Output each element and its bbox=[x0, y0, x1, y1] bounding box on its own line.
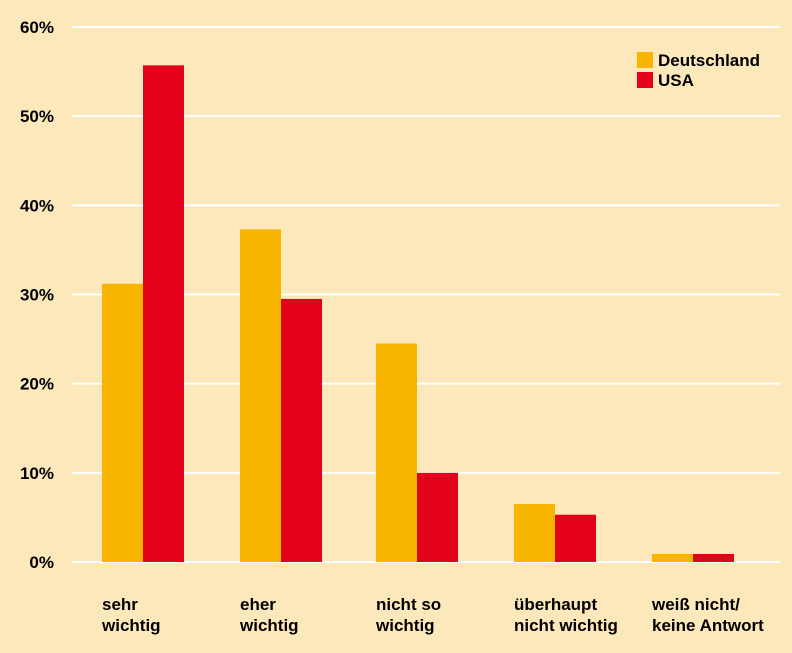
category-label-line: wichtig bbox=[101, 616, 161, 635]
x-axis-category-labels: sehr wichtig eher wichtig nicht so wichtig übe… bbox=[101, 595, 764, 635]
category-label-line: nicht wichtig bbox=[514, 616, 618, 635]
bar-usa-2 bbox=[417, 472, 458, 562]
legend-label-usa: USA bbox=[658, 71, 694, 90]
legend-swatch-usa bbox=[637, 72, 653, 88]
category-label-line: keine Antwort bbox=[652, 616, 764, 635]
category-label: überhaupt nicht wichtig bbox=[514, 595, 618, 635]
bar-usa-3 bbox=[555, 514, 596, 562]
category-label-line: nicht so bbox=[376, 595, 441, 614]
y-tick-label: 0% bbox=[29, 553, 54, 572]
bar-deutschland-3 bbox=[514, 504, 555, 562]
category-label-line: wichtig bbox=[375, 616, 435, 635]
category-label-line: eher bbox=[240, 595, 276, 614]
y-tick-label: 50% bbox=[20, 107, 54, 126]
bar-deutschland-1 bbox=[240, 229, 281, 563]
bar-usa-0 bbox=[143, 65, 184, 562]
y-tick-label: 20% bbox=[20, 375, 54, 394]
bar-deutschland-0 bbox=[102, 283, 143, 562]
y-tick-label: 10% bbox=[20, 464, 54, 483]
y-tick-label: 30% bbox=[20, 286, 54, 305]
y-tick-label: 60% bbox=[20, 18, 54, 37]
y-tick-label: 40% bbox=[20, 196, 54, 215]
category-label: nicht so wichtig bbox=[375, 595, 441, 635]
bar-usa-1 bbox=[281, 298, 322, 562]
bar-deutschland-2 bbox=[376, 343, 417, 562]
category-label: weiß nicht/keine Antwort bbox=[651, 595, 764, 635]
bar-deutschland-4 bbox=[652, 553, 693, 562]
category-label-line: weiß nicht/ bbox=[651, 595, 740, 614]
bars bbox=[102, 65, 734, 563]
legend-swatch-deutschland bbox=[637, 52, 653, 68]
category-label-line: wichtig bbox=[239, 616, 299, 635]
category-label: sehr wichtig bbox=[101, 595, 161, 635]
legend-label-deutschland: Deutschland bbox=[658, 51, 760, 70]
category-label-line: überhaupt bbox=[514, 595, 597, 614]
category-label-line: sehr bbox=[102, 595, 138, 614]
category-label: eher wichtig bbox=[239, 595, 299, 635]
bar-usa-4 bbox=[693, 553, 734, 562]
y-axis-tick-labels: 0% 10% 20% 30% 40% 50% 60% bbox=[20, 18, 54, 572]
